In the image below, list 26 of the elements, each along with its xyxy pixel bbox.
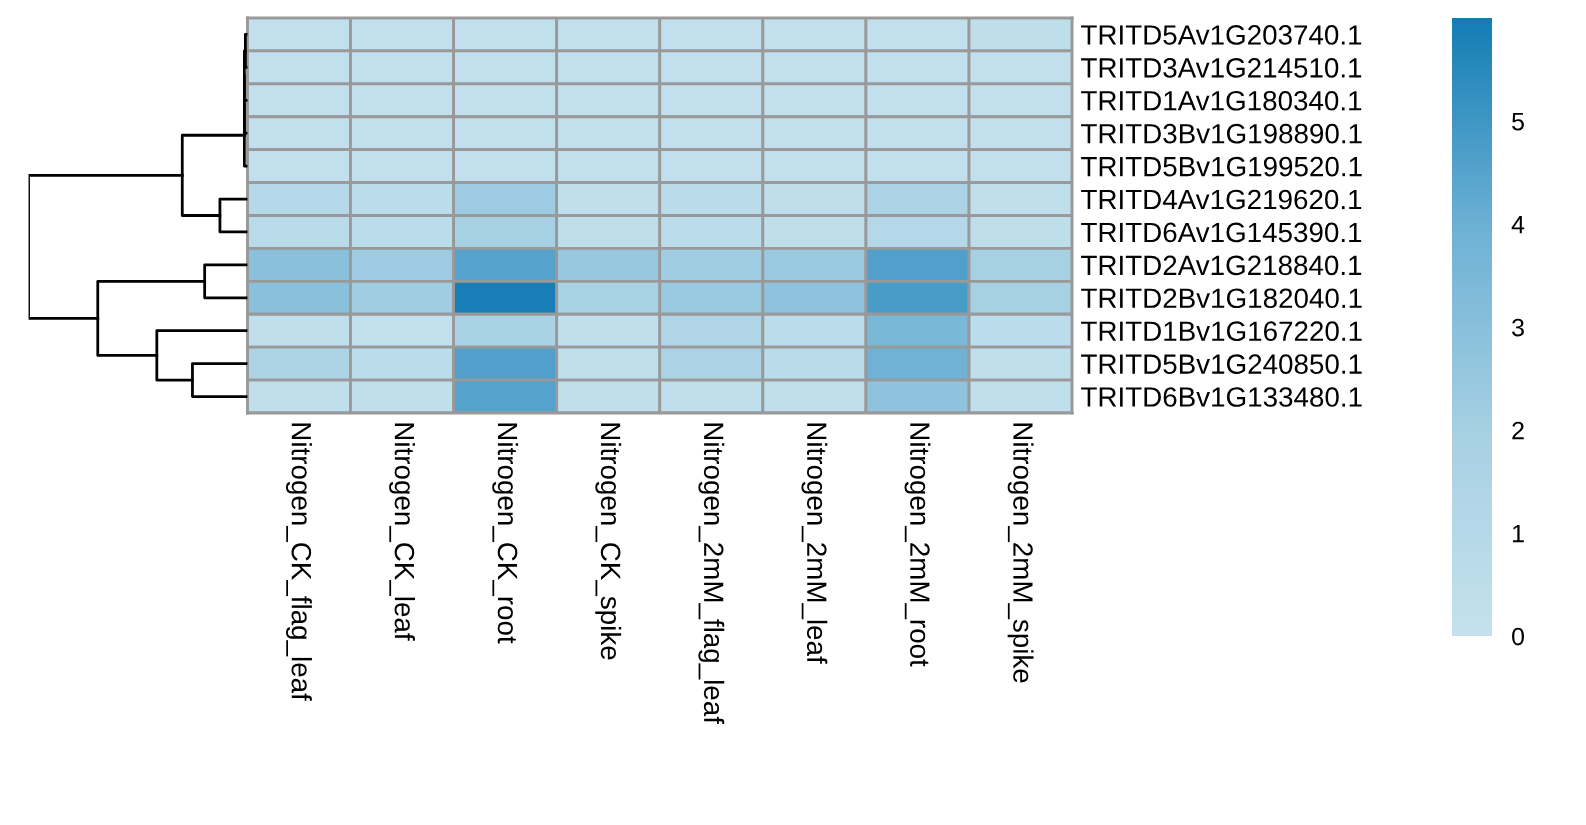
x-tick-label: Nitrogen_CK_flag_leaf <box>286 423 312 701</box>
color-bar-label: 5 <box>1512 113 1524 131</box>
x-tick-label: Nitrogen_2mM_root <box>904 423 931 667</box>
y-tick-label: TRITD6Av1G145390.1 <box>1081 222 1362 243</box>
color-bar-label: 0 <box>1512 627 1524 646</box>
y-tick-label: TRITD3Bv1G198890.1 <box>1081 123 1362 144</box>
y-tick-label: TRITD5Av1G203740.1 <box>1081 25 1362 45</box>
y-tick-label: TRITD3Av1G214510.1 <box>1081 58 1362 78</box>
y-tick-label: TRITD5Bv1G240850.1 <box>1081 354 1362 374</box>
y-tick-label: TRITD5Bv1G199520.1 <box>1081 156 1362 177</box>
color-bar-label: 3 <box>1512 318 1524 337</box>
x-tick-label: Nitrogen_2mM_leaf <box>801 423 828 664</box>
x-tick-label: Nitrogen_2mM_spike <box>1007 423 1034 683</box>
x-tick-label: Nitrogen_2mM_flag_leaf <box>698 423 725 725</box>
y-tick-label: TRITD1Av1G180340.1 <box>1081 90 1362 111</box>
color-bar-label: 2 <box>1512 421 1524 440</box>
y-tick-label: TRITD6Bv1G133480.1 <box>1081 387 1362 407</box>
y-tick-label: TRITD2Bv1G182040.1 <box>1081 288 1362 309</box>
y-tick-label: TRITD2Av1G218840.1 <box>1081 255 1362 276</box>
y-tick-label: TRITD1Bv1G167220.1 <box>1081 321 1362 342</box>
x-tick-label: Nitrogen_CK_spike <box>595 423 622 660</box>
color-bar-label: 4 <box>1511 215 1525 234</box>
x-tick-label: Nitrogen_CK_leaf <box>389 423 415 641</box>
y-tick-label: TRITD4Av1G219620.1 <box>1081 189 1362 210</box>
color-bar-label: 1 <box>1512 524 1524 543</box>
x-tick-label: Nitrogen_CK_root <box>492 423 519 644</box>
